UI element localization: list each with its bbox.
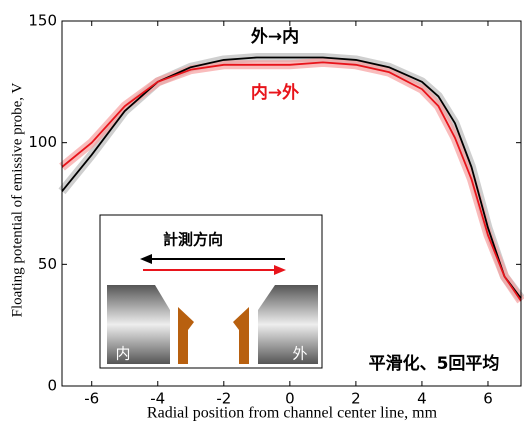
x-tick-label: 4 (417, 390, 427, 408)
inset-diagram: 計測方向 内 外 (100, 215, 322, 368)
chart: Radial position from channel center line… (0, 0, 524, 426)
x-tick-label: -4 (150, 390, 165, 408)
x-tick-label: -6 (84, 390, 99, 408)
x-tick-label: 2 (351, 390, 361, 408)
inset-label: 内 (115, 345, 130, 363)
legend-label: 外→内 (251, 26, 299, 47)
y-axis-label: Floating potential of emissive probe, V (9, 82, 25, 317)
y-tick-label: 100 (28, 133, 57, 151)
x-tick-label: -2 (216, 390, 231, 408)
inset-label: 計測方向 (163, 231, 223, 249)
y-tick-label: 50 (38, 255, 57, 273)
right-wall (258, 285, 318, 364)
y-tick-label: 150 (28, 12, 57, 30)
x-tick-label: 0 (285, 390, 295, 408)
annotation: 平滑化、5回平均 (369, 353, 500, 374)
y-tick-label: 0 (47, 377, 57, 395)
x-tick-label: 6 (483, 390, 493, 408)
inset-label: 外 (292, 345, 307, 363)
legend-label: 内→外 (251, 82, 299, 103)
